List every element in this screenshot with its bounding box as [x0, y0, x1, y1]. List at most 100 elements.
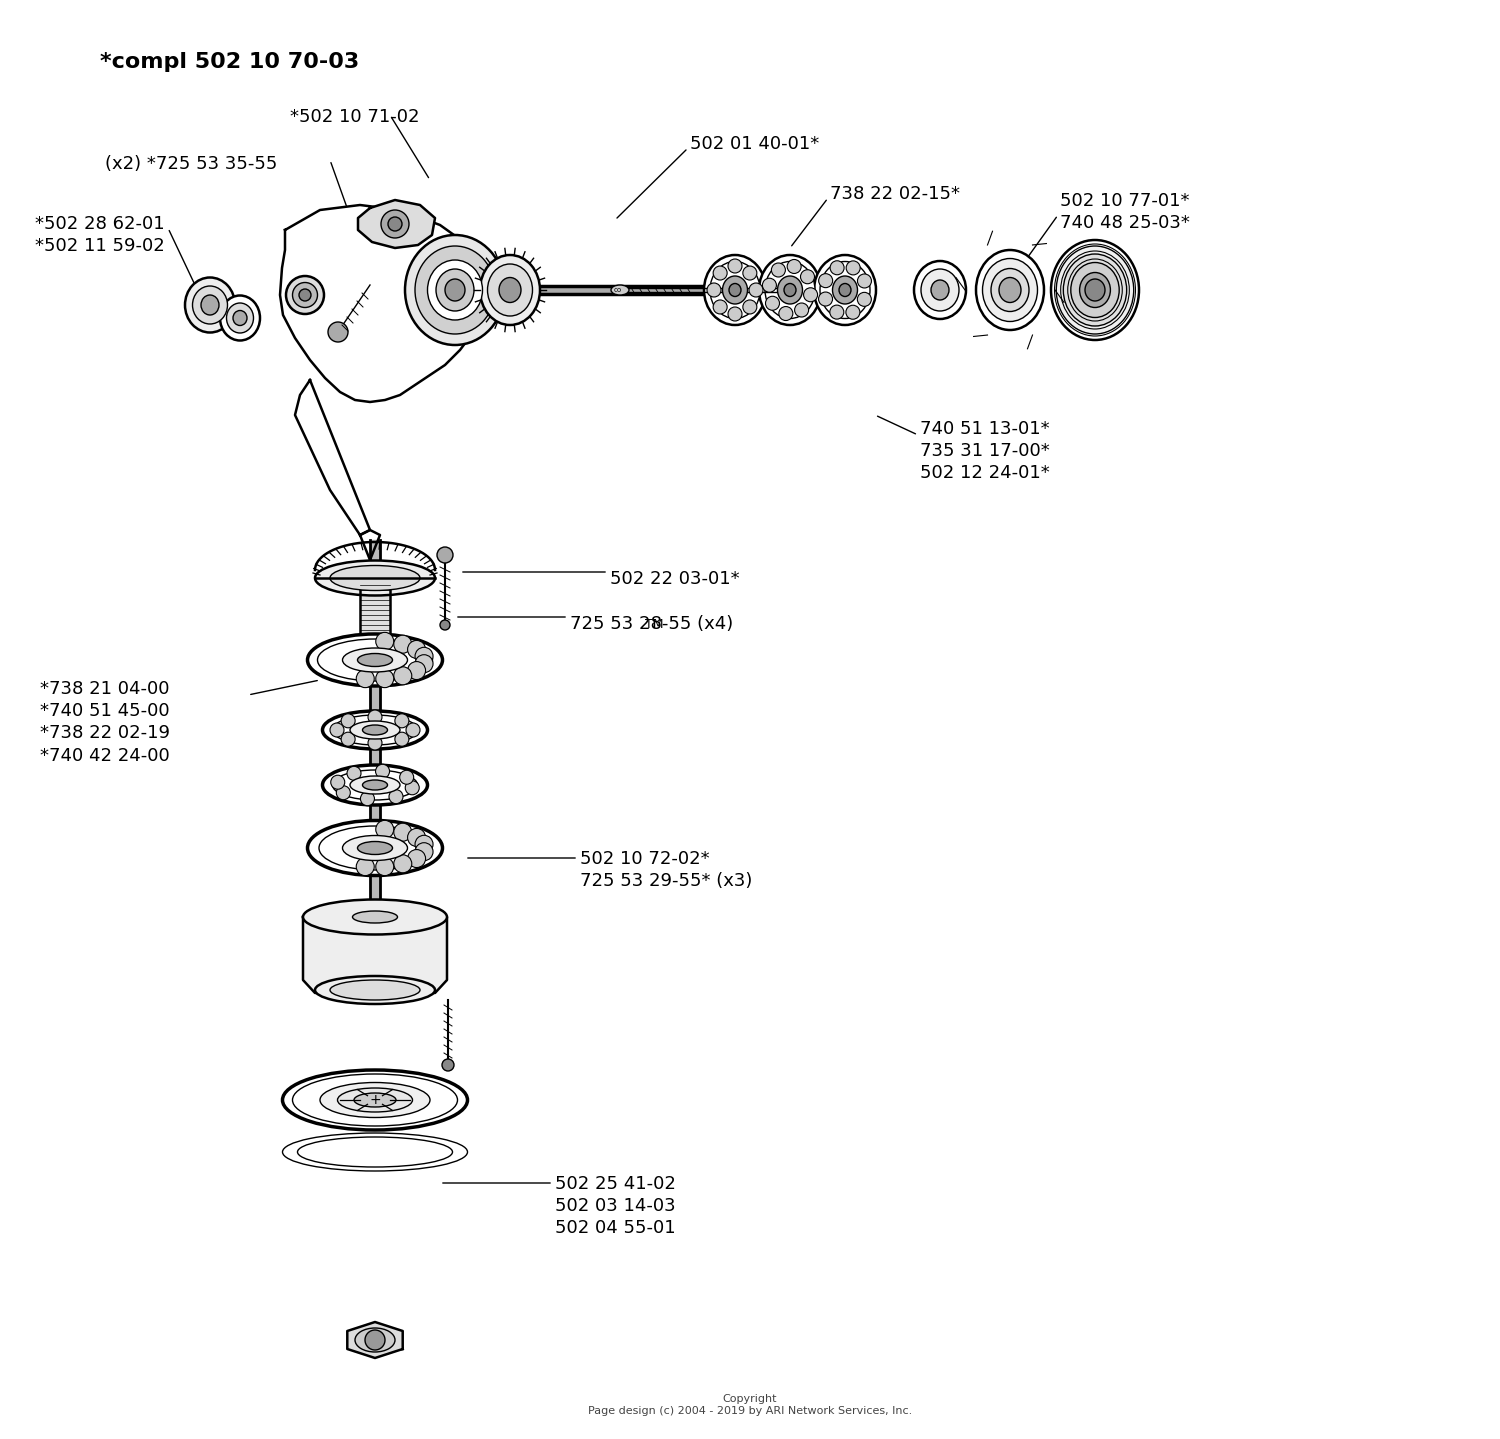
Circle shape [368, 709, 382, 724]
Ellipse shape [292, 1073, 458, 1125]
Circle shape [394, 666, 412, 685]
Text: 502 25 41-02
502 03 14-03
502 04 55-01: 502 25 41-02 502 03 14-03 502 04 55-01 [555, 1176, 676, 1238]
Ellipse shape [315, 561, 435, 596]
Ellipse shape [777, 276, 802, 304]
Ellipse shape [338, 1088, 412, 1112]
Ellipse shape [381, 210, 410, 237]
Ellipse shape [363, 725, 387, 735]
Ellipse shape [723, 276, 747, 304]
Ellipse shape [999, 278, 1022, 302]
Text: *compl 502 10 70-03: *compl 502 10 70-03 [100, 52, 360, 72]
Ellipse shape [1080, 272, 1110, 308]
Polygon shape [303, 917, 447, 993]
Text: 740 51 13-01*
735 31 17-00*
502 12 24-01*: 740 51 13-01* 735 31 17-00* 502 12 24-01… [920, 420, 1050, 482]
Circle shape [706, 283, 722, 296]
Ellipse shape [352, 911, 398, 922]
Ellipse shape [232, 311, 248, 325]
Circle shape [332, 776, 345, 789]
Circle shape [336, 786, 351, 800]
Circle shape [778, 307, 794, 321]
Circle shape [416, 843, 434, 861]
Text: 738 22 02-15*: 738 22 02-15* [830, 186, 960, 203]
Text: co: co [614, 286, 622, 294]
Ellipse shape [220, 295, 260, 341]
Circle shape [394, 732, 410, 747]
Ellipse shape [297, 1137, 453, 1167]
Text: 725 53 28-55 (x4): 725 53 28-55 (x4) [570, 614, 734, 633]
Ellipse shape [184, 278, 236, 332]
Ellipse shape [759, 255, 820, 325]
Ellipse shape [226, 304, 254, 332]
Circle shape [742, 299, 758, 314]
Ellipse shape [282, 1071, 468, 1130]
Ellipse shape [298, 289, 310, 301]
Ellipse shape [932, 281, 950, 299]
Text: +: + [369, 1094, 381, 1107]
Ellipse shape [405, 235, 506, 345]
Ellipse shape [976, 250, 1044, 330]
Ellipse shape [354, 1094, 396, 1107]
Polygon shape [348, 1322, 402, 1358]
Circle shape [408, 662, 426, 679]
Ellipse shape [308, 635, 442, 686]
Ellipse shape [821, 262, 870, 318]
Ellipse shape [704, 255, 766, 325]
Polygon shape [360, 580, 390, 640]
Circle shape [416, 648, 434, 665]
Ellipse shape [192, 286, 228, 324]
Circle shape [376, 820, 394, 839]
Polygon shape [370, 540, 380, 940]
Ellipse shape [342, 836, 408, 861]
Circle shape [801, 269, 814, 283]
Circle shape [765, 296, 780, 311]
Ellipse shape [921, 269, 958, 311]
Text: *502 10 71-02: *502 10 71-02 [290, 108, 420, 127]
Ellipse shape [333, 715, 417, 745]
Circle shape [762, 278, 777, 292]
Circle shape [408, 849, 426, 868]
Circle shape [858, 292, 871, 307]
Ellipse shape [839, 283, 850, 296]
Ellipse shape [330, 566, 420, 590]
Circle shape [330, 722, 344, 737]
Ellipse shape [363, 780, 387, 790]
Circle shape [356, 669, 374, 688]
Circle shape [416, 835, 434, 853]
Circle shape [408, 640, 426, 659]
Ellipse shape [333, 770, 417, 800]
Text: 502 22 03-01*: 502 22 03-01* [610, 570, 740, 589]
Circle shape [771, 263, 786, 276]
Ellipse shape [1084, 279, 1106, 301]
Circle shape [728, 307, 742, 321]
Circle shape [388, 790, 404, 803]
Ellipse shape [480, 255, 540, 325]
Circle shape [340, 714, 356, 728]
Circle shape [394, 855, 412, 873]
Ellipse shape [303, 899, 447, 934]
Polygon shape [490, 286, 780, 294]
Circle shape [846, 305, 859, 319]
Ellipse shape [488, 263, 532, 317]
Text: 502 10 77-01*
740 48 25-03*: 502 10 77-01* 740 48 25-03* [1060, 191, 1190, 232]
Ellipse shape [201, 295, 219, 315]
Ellipse shape [357, 842, 393, 855]
Circle shape [712, 266, 728, 281]
Text: Copyright
Page design (c) 2004 - 2019 by ARI Network Services, Inc.: Copyright Page design (c) 2004 - 2019 by… [588, 1394, 912, 1416]
Circle shape [830, 305, 844, 319]
Ellipse shape [308, 820, 442, 875]
Circle shape [819, 273, 833, 288]
Ellipse shape [318, 639, 432, 681]
Circle shape [368, 735, 382, 750]
Ellipse shape [765, 262, 814, 318]
Ellipse shape [322, 711, 428, 750]
Ellipse shape [322, 766, 428, 804]
Circle shape [830, 260, 844, 275]
Text: TM: TM [645, 617, 663, 630]
Circle shape [712, 299, 728, 314]
Circle shape [408, 829, 426, 846]
Polygon shape [358, 200, 435, 248]
Text: (x2) *725 53 35-55: (x2) *725 53 35-55 [105, 155, 278, 173]
Circle shape [819, 292, 833, 307]
Ellipse shape [815, 255, 876, 325]
Ellipse shape [292, 282, 318, 308]
